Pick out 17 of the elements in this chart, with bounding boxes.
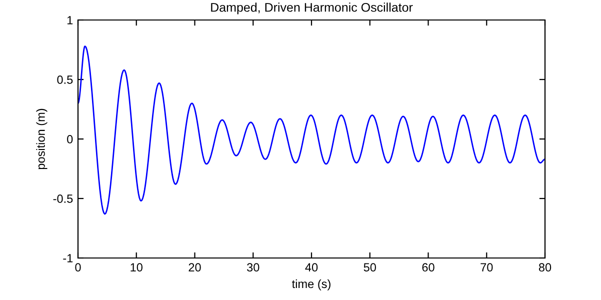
y-tick-label: -1: [63, 254, 73, 262]
y-tick-label: -0.5: [53, 194, 73, 203]
x-tick-label: 20: [188, 263, 201, 272]
x-tick-label: 80: [538, 263, 552, 272]
x-tick-label: 0: [75, 263, 81, 272]
y-tick-label: 1: [67, 16, 73, 24]
y-tick-label: 0.5: [57, 76, 73, 84]
y-tick-label: 0: [67, 135, 73, 144]
x-axis-title: time (s): [292, 279, 330, 290]
x-tick-label: 10: [130, 263, 142, 272]
y-axis-title: position (m): [36, 108, 48, 170]
x-tick-label: 40: [305, 263, 318, 272]
x-tick-label: 70: [480, 263, 493, 272]
x-tick-label: 60: [422, 263, 434, 272]
chart-title: Damped, Driven Harmonic Oscillator: [211, 2, 413, 14]
x-tick-label: 50: [364, 263, 376, 272]
x-tick-label: 30: [247, 263, 260, 272]
